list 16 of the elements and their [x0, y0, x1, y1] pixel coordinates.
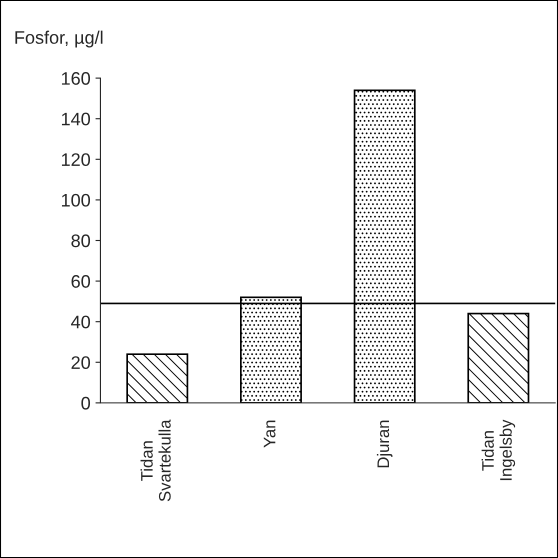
y-tick-label: 100: [62, 194, 90, 207]
y-tick-label: 160: [62, 72, 90, 85]
x-tick-label: Yan: [264, 420, 276, 448]
bar: [467, 312, 530, 403]
y-tick-label: 80: [71, 234, 90, 248]
x-tick-label: Djuran: [376, 420, 392, 468]
y-tick-label: 60: [72, 275, 90, 288]
y-tick-label: 140: [62, 112, 90, 126]
y-tick-label: 40: [71, 316, 90, 328]
x-tick-label: Tidan Ingelsby: [482, 420, 516, 480]
y-tick-label: 120: [62, 153, 90, 166]
y-tick-label: 20: [72, 356, 90, 369]
y-tick-label: 0: [81, 396, 90, 410]
x-tick-label: Tidan Svartekulla: [140, 420, 171, 502]
y-axis-title: Fosfor, µg/l: [15, 30, 102, 48]
bar: [126, 353, 188, 403]
